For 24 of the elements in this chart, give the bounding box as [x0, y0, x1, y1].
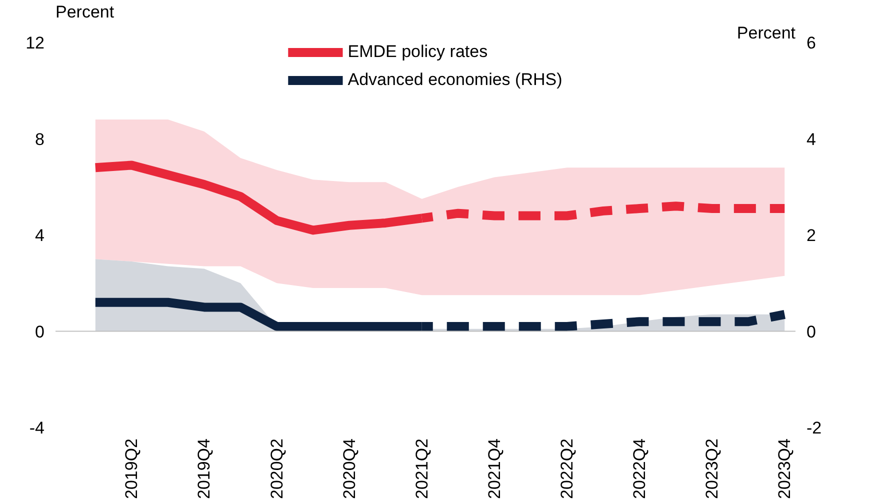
y-tick-label: 0 — [35, 322, 45, 342]
x-tick-label: 2020Q2 — [267, 438, 286, 499]
legend-label: EMDE policy rates — [348, 42, 488, 62]
x-tick-label: 2022Q4 — [630, 438, 650, 499]
y2-tick-label: -2 — [806, 418, 822, 438]
y2-tick-label: 2 — [806, 226, 816, 245]
x-tick-label: 2023Q4 — [775, 438, 794, 499]
y-tick-label: 8 — [35, 130, 45, 149]
y-tick-label: -4 — [29, 418, 45, 438]
y2-tick-label: 6 — [806, 34, 816, 52]
x-tick-label: 2021Q4 — [484, 438, 504, 499]
y2-axis-title: Percent — [736, 24, 796, 42]
y-axis-title: Percent — [56, 2, 114, 22]
y2-tick-label: 0 — [806, 322, 816, 342]
x-tick-label: 2023Q2 — [702, 438, 722, 499]
y2-tick-label: 4 — [806, 130, 816, 149]
legend-label: Advanced economies (RHS) — [348, 70, 562, 90]
y-tick-label: 4 — [35, 226, 45, 245]
y-tick-label: 12 — [26, 34, 45, 52]
x-tick-label: 2022Q2 — [557, 438, 576, 499]
x-tick-label: 2019Q2 — [122, 438, 142, 499]
x-tick-label: 2019Q4 — [194, 438, 214, 499]
x-tick-label: 2020Q4 — [340, 438, 359, 499]
x-tick-label: 2021Q2 — [412, 438, 432, 499]
